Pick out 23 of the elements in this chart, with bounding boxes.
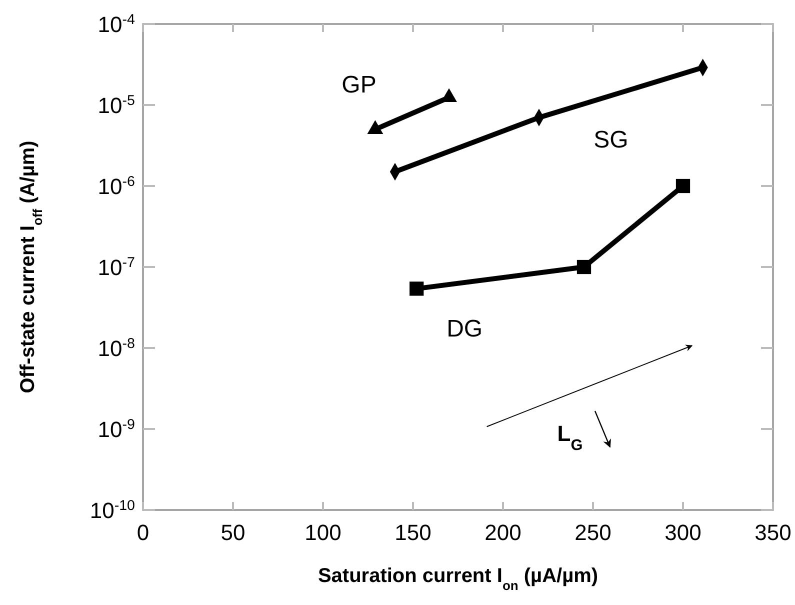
y-tick-label: 10$^{-4}$ [98,12,136,37]
x-tick-label: 150 [394,520,432,545]
series-label: SG [594,126,628,154]
annotation: L$_{G}$ [557,421,583,454]
x-tick-label: 200 [484,520,522,545]
x-tick-label: 50 [220,520,246,545]
x-axis-title: Saturation current I$_{on}$ (µA/µm) [318,565,598,592]
x-tick-label: 0 [136,520,150,545]
y-tick-label: 10$^{-9}$ [98,417,136,442]
y-tick-label: 10$^{-8}$ [98,336,136,361]
point [410,282,424,296]
series-label: GP [342,71,376,98]
point [676,178,690,194]
series-label: DG [446,316,483,343]
x-tick-label: 250 [574,520,612,545]
y-tick-label: 10$^{-10}$ [90,498,136,523]
x-tick-label: 100 [304,520,342,545]
y-tick-label: 10$^{-6}$ [98,174,136,199]
y-tick-label: 10$^{-7}$ [98,255,136,280]
point [576,260,592,274]
x-tick-label: 300 [664,520,702,545]
x-tick-label: 350 [754,520,792,545]
y-tick-label: 10$^{-5}$ [98,93,136,118]
